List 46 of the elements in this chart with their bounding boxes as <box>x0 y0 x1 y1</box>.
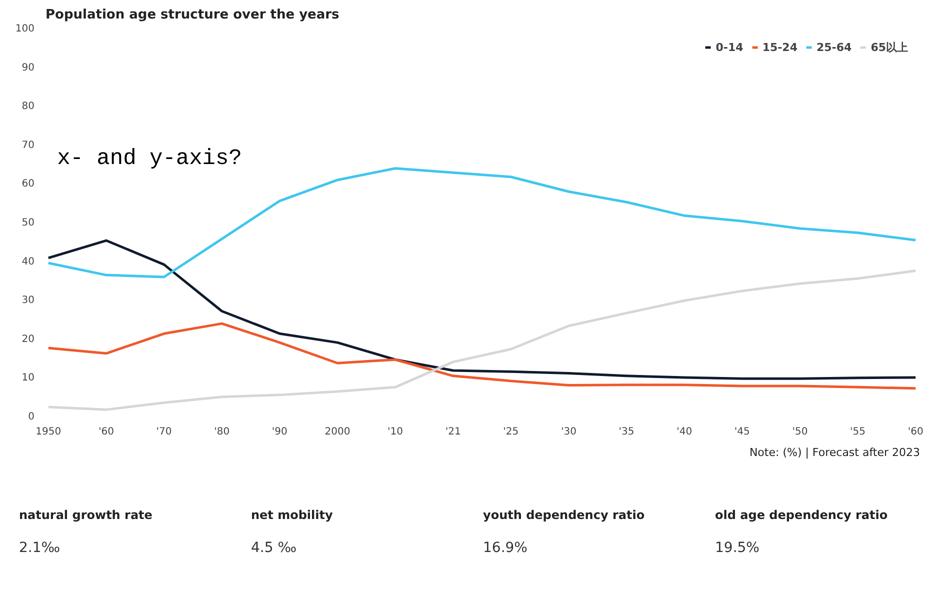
x-tick-label: 2000 <box>324 426 350 438</box>
x-tick-label: '60 <box>908 426 924 438</box>
x-tick-label: '25 <box>503 426 519 438</box>
legend-label: 65以上 <box>870 40 908 54</box>
x-tick-label: '10 <box>388 426 404 438</box>
line-series <box>47 322 917 390</box>
y-tick-label: 80 <box>22 101 35 112</box>
x-tick-label: '60 <box>98 426 114 438</box>
y-tick-label: 20 <box>22 334 35 345</box>
y-tick-label: 70 <box>22 140 35 151</box>
y-tick-label: 40 <box>22 256 35 268</box>
text: 4.5 ‰ <box>251 539 296 558</box>
line-series <box>47 270 917 411</box>
x-tick-label: '35 <box>618 426 634 438</box>
x-tick-label: '40 <box>676 426 692 438</box>
legend-label: 15-24 <box>762 40 798 54</box>
chart-title: Population age structure over the years <box>46 8 340 22</box>
y-tick-label: 10 <box>22 372 35 384</box>
x-tick-label: '55 <box>850 426 866 438</box>
y-tick-label: 100 <box>15 24 35 34</box>
y-tick-label: 30 <box>22 295 35 306</box>
x-tick-label: 1950 <box>36 426 62 438</box>
y-tick-label: 0 <box>28 412 35 422</box>
y-tick-label: 50 <box>22 218 35 228</box>
x-tick-label: '30 <box>560 426 576 438</box>
line-series <box>47 167 917 278</box>
legend-label: 25-64 <box>816 40 852 54</box>
legend-label: 0-14 <box>716 40 744 54</box>
text: youth dependency ratio <box>483 507 645 524</box>
line-series <box>47 239 917 380</box>
y-tick-label: 60 <box>22 178 35 190</box>
x-tick-label: '50 <box>792 426 808 438</box>
text: 16.9% <box>483 539 528 558</box>
x-tick-label: '21 <box>445 426 461 438</box>
annotation: x- and y-axis? <box>57 146 242 172</box>
text: 19.5% <box>715 539 760 558</box>
text: 2.1‰ <box>19 539 60 558</box>
y-tick-label: 90 <box>22 62 35 74</box>
x-tick-label: '80 <box>214 426 230 438</box>
x-tick-label: '90 <box>272 426 288 438</box>
x-tick-label: '45 <box>734 426 750 438</box>
text: Note: (%) | Forecast after 2023 <box>749 445 920 461</box>
text: old age dependency ratio <box>715 507 888 524</box>
text: natural growth rate <box>19 507 152 524</box>
x-tick-label: '70 <box>156 426 172 438</box>
text: net mobility <box>251 507 333 524</box>
